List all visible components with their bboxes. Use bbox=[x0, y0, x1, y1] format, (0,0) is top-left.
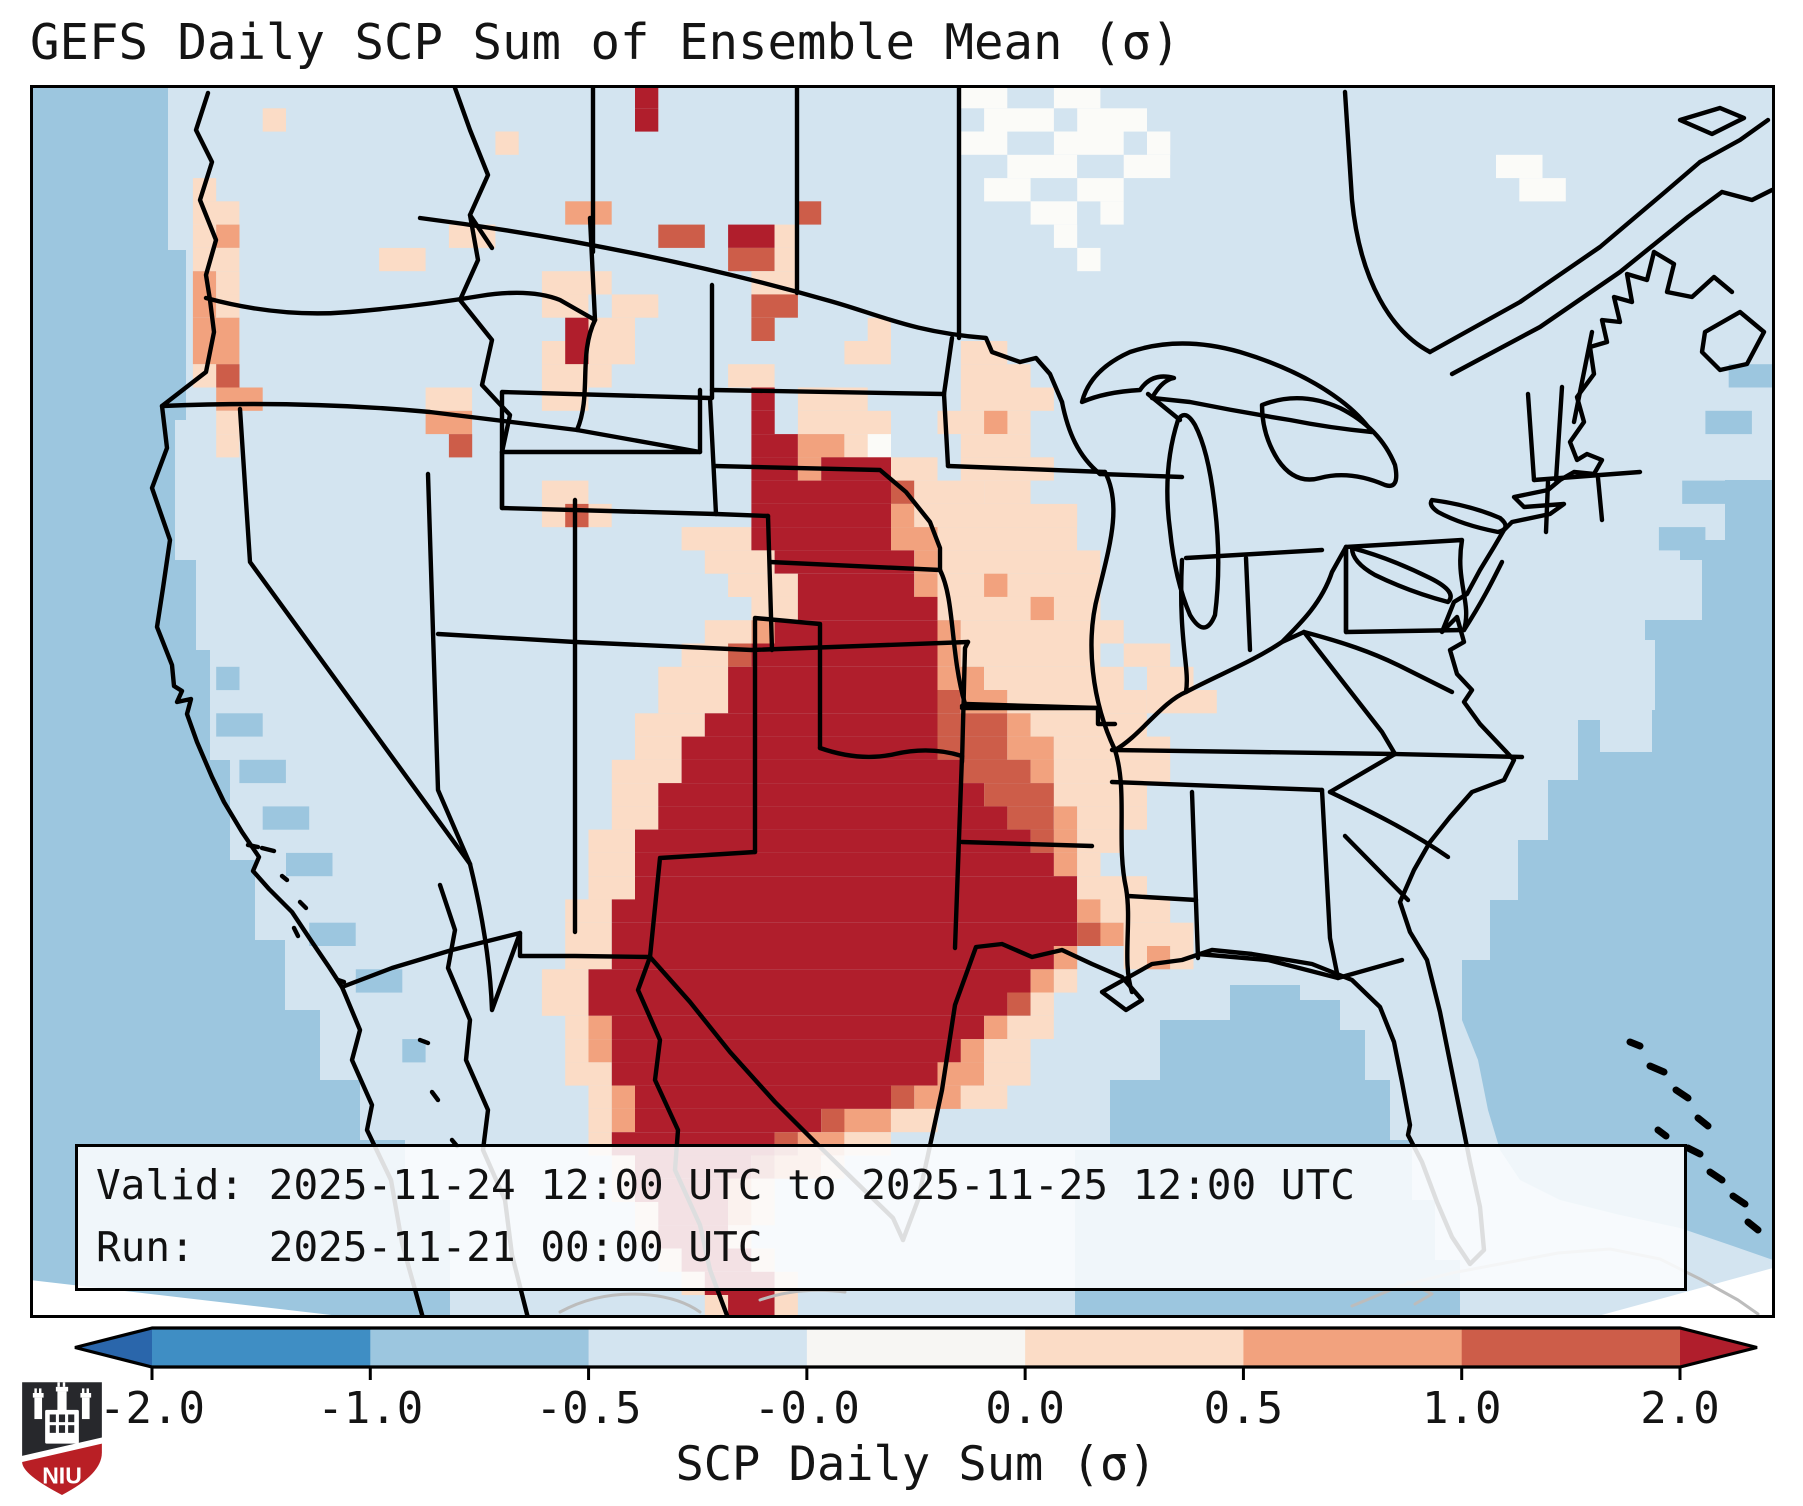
atlantic-ocean bbox=[1462, 480, 1772, 1260]
us-scp-map bbox=[33, 88, 1772, 1315]
sd-mn-border bbox=[941, 391, 951, 469]
nm-tx-border bbox=[647, 849, 758, 960]
colorbar-tick-label: -0.5 bbox=[536, 1383, 642, 1434]
ga-sc-border bbox=[1342, 833, 1411, 903]
lake-michigan bbox=[1165, 412, 1221, 630]
page-title: GEFS Daily SCP Sum of Ensemble Mean (σ) bbox=[30, 14, 1181, 71]
oh-river-upper bbox=[1279, 544, 1349, 645]
wa-id-border bbox=[587, 215, 598, 323]
map-panel: Valid: 2025-11-24 12:00 UTC to 2025-11-2… bbox=[30, 85, 1775, 1318]
42nd-parallel bbox=[159, 401, 703, 455]
ky-va-border bbox=[1301, 629, 1398, 757]
al-ga-border bbox=[1319, 787, 1341, 981]
bahamas-islands bbox=[1626, 1038, 1762, 1234]
ok-tx-panhandle bbox=[752, 615, 823, 855]
co-box-right bbox=[765, 513, 775, 653]
mi-in-oh-border bbox=[1183, 547, 1325, 561]
valid-run-info-box: Valid: 2025-11-24 12:00 UTC to 2025-11-2… bbox=[75, 1144, 1687, 1291]
id-mt-border bbox=[457, 212, 703, 455]
vt-ny-border bbox=[1525, 391, 1537, 483]
red-river bbox=[817, 745, 965, 760]
lake-superior bbox=[1079, 341, 1375, 435]
nd-mn-red-river bbox=[941, 335, 955, 397]
lake-huron bbox=[1259, 396, 1399, 488]
logo-shield-bottom bbox=[22, 1443, 102, 1495]
bc-alberta-border bbox=[452, 88, 495, 251]
37th-parallel bbox=[435, 631, 971, 653]
baja-islands bbox=[335, 977, 460, 1149]
mo-ar-border bbox=[959, 701, 1101, 711]
pacific-coast bbox=[149, 90, 345, 990]
lake-ontario bbox=[1428, 497, 1508, 535]
ne-ks-border bbox=[767, 559, 943, 573]
gaspe-newfoundland bbox=[1677, 105, 1772, 203]
tn-nc-border bbox=[1327, 751, 1398, 795]
tn-north-border bbox=[1109, 747, 1398, 757]
tx-la-border bbox=[952, 753, 965, 951]
colorbar-tick-label: -1.0 bbox=[317, 1383, 423, 1434]
mn-ia-border bbox=[945, 463, 1108, 475]
channel-islands bbox=[245, 842, 309, 939]
sd-ne-border bbox=[711, 463, 943, 573]
maine-nb-coast bbox=[1651, 249, 1735, 300]
logo-niu-text: NIU bbox=[42, 1462, 82, 1488]
colorbar: -2.0 -1.0 -0.5 -0.0 0.0 0.5 1.0 2.0 SCP Daily S… bbox=[74, 1326, 1758, 1492]
run-line: Run: 2025-11-21 00:00 UTC bbox=[96, 1222, 763, 1271]
tn-ms-al-35th bbox=[1109, 779, 1325, 793]
co-ne-border bbox=[713, 511, 771, 519]
va-potomac bbox=[1301, 629, 1455, 695]
wa-or-border bbox=[203, 290, 598, 323]
colorbar-label: SCP Daily Sum (σ) bbox=[675, 1437, 1156, 1492]
ar-la-border bbox=[959, 839, 1095, 849]
atlantic-gulf-coast bbox=[900, 249, 1657, 1267]
fl-north-border bbox=[1195, 951, 1405, 981]
ca-nv-border bbox=[237, 406, 473, 867]
colorado-river bbox=[467, 861, 523, 1013]
nc-sc-border bbox=[1327, 789, 1451, 860]
la-ms-border bbox=[1125, 893, 1199, 903]
castle-windows bbox=[49, 1414, 75, 1433]
wi-mn-border bbox=[1059, 399, 1103, 477]
colorbar-tick-label: -0.0 bbox=[754, 1383, 860, 1434]
colorbar-tick-label: 0.5 bbox=[1204, 1383, 1283, 1434]
colorbar-tick-label: 1.0 bbox=[1422, 1383, 1501, 1434]
vt-nh-border bbox=[1553, 384, 1565, 483]
colorbar-tick-label: 2.0 bbox=[1640, 1383, 1719, 1434]
st-lawrence-shore-north bbox=[1427, 159, 1703, 355]
or-id-border bbox=[574, 317, 598, 433]
nc-va-border bbox=[1392, 751, 1525, 760]
ks-mo-ok-ar bbox=[959, 639, 971, 765]
us-canada-border bbox=[417, 215, 1065, 405]
pacific-ocean bbox=[33, 88, 450, 1315]
lake-erie bbox=[1349, 545, 1453, 605]
mo-river-ia bbox=[937, 567, 968, 707]
ny-nj-hudson bbox=[1461, 559, 1505, 633]
colorbar-tick-label: -2.0 bbox=[99, 1383, 205, 1434]
st-lawrence-shore-south bbox=[1449, 189, 1725, 377]
ms-al-border bbox=[1189, 789, 1201, 961]
nd-sd-border bbox=[709, 387, 947, 397]
nv-ut-border bbox=[425, 471, 473, 867]
coast-and-state-borders bbox=[149, 88, 1772, 1315]
on-qc-border bbox=[1342, 89, 1433, 355]
niu-logo: NIU bbox=[19, 1379, 105, 1499]
valid-line: Valid: 2025-11-24 12:00 UTC to 2025-11-2… bbox=[96, 1161, 1355, 1209]
nova-scotia bbox=[1699, 309, 1767, 373]
colorbar-tick-label: 0.0 bbox=[985, 1383, 1064, 1434]
in-oh-border bbox=[1243, 555, 1253, 653]
